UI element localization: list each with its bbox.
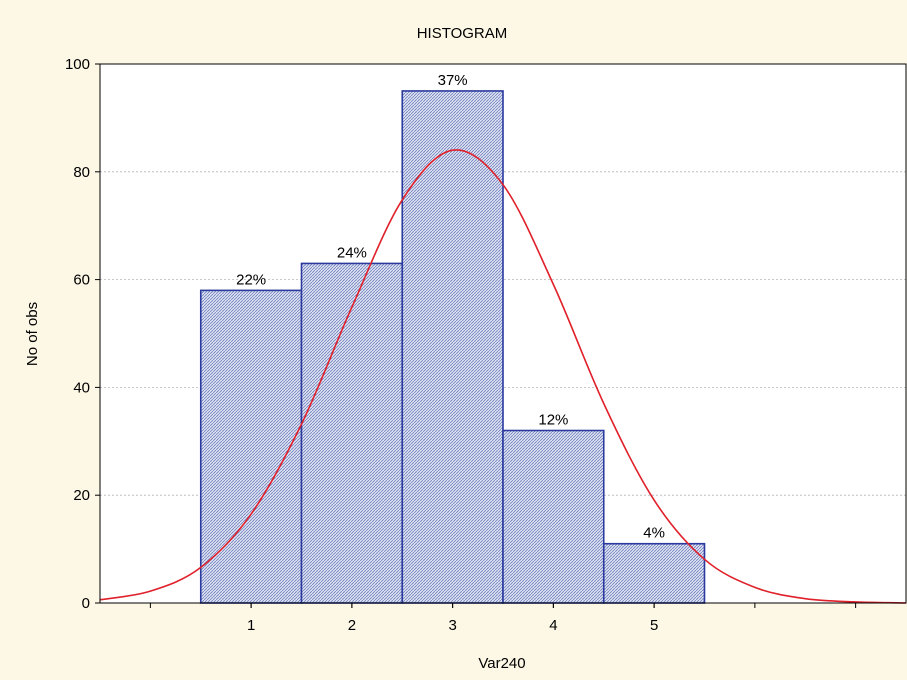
bars bbox=[199, 90, 706, 604]
y-tick-label: 40 bbox=[73, 379, 90, 396]
bar-percent-label: 22% bbox=[236, 271, 266, 288]
histogram-bar bbox=[602, 542, 706, 604]
axis-ticks: 0 20 40 60 80 100 1 2 3 4 5 bbox=[65, 56, 857, 634]
bar-value-labels: 22% 24% 37% 12% 4% bbox=[236, 72, 665, 542]
bar-percent-label: 37% bbox=[438, 72, 468, 89]
y-tick-label: 20 bbox=[73, 487, 90, 504]
bar-percent-label: 24% bbox=[337, 244, 367, 261]
x-tick-label: 2 bbox=[348, 617, 356, 634]
histogram-bar bbox=[199, 289, 303, 604]
chart-title: HISTOGRAM bbox=[417, 25, 508, 42]
bar-percent-label: 4% bbox=[643, 525, 665, 542]
bar-percent-label: 12% bbox=[538, 412, 568, 429]
x-tick-label: 5 bbox=[650, 617, 658, 634]
x-tick-label: 4 bbox=[549, 617, 557, 634]
y-tick-label: 80 bbox=[73, 164, 90, 181]
normal-curve-line bbox=[99, 149, 907, 604]
plot-frame bbox=[99, 63, 907, 604]
y-tick-label: 100 bbox=[65, 56, 90, 73]
x-axis-label: Var240 bbox=[478, 655, 525, 672]
y-axis-label: No of obs bbox=[24, 302, 41, 366]
x-tick-label: 3 bbox=[448, 617, 456, 634]
histogram-bar bbox=[502, 429, 605, 604]
histogram-bar bbox=[300, 262, 404, 604]
y-tick-label: 60 bbox=[73, 272, 90, 289]
x-tick-label: 1 bbox=[247, 617, 255, 634]
y-tick-label: 0 bbox=[82, 595, 90, 612]
